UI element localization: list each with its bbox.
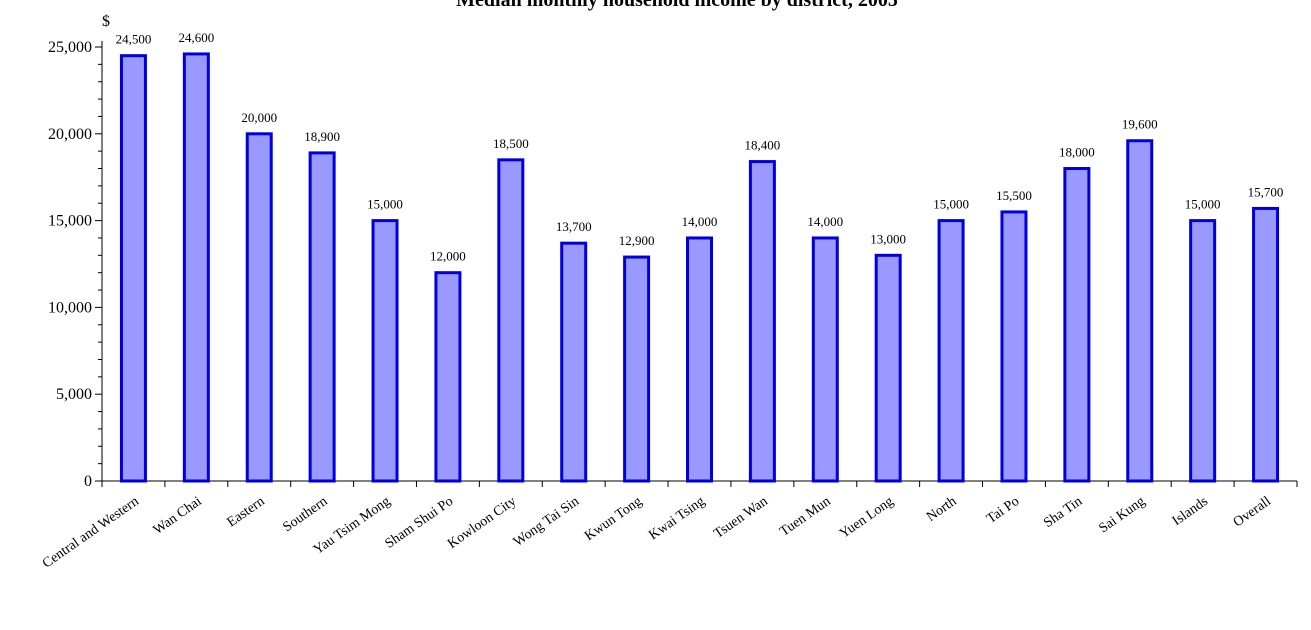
bar: [811, 236, 839, 483]
value-label: 18,500: [493, 136, 529, 151]
x-tick-label: Kwun Tong: [582, 494, 645, 544]
x-tick-label: Islands: [1170, 494, 1211, 529]
x-tick-label: Tsuen Wan: [711, 494, 770, 542]
x-tick-label: Wan Chai: [151, 494, 205, 538]
bar: [182, 52, 210, 483]
x-tick-label: Yuen Long: [837, 494, 896, 542]
value-label: 12,000: [430, 249, 466, 264]
y-tick-label: 15,000: [48, 213, 92, 230]
y-tick-label: 20,000: [48, 126, 92, 143]
value-label: 24,500: [116, 32, 152, 47]
value-label: 20,000: [241, 110, 277, 125]
bars-group: [119, 52, 1280, 483]
value-label: 13,000: [870, 231, 906, 246]
bar: [1063, 167, 1091, 483]
y-tick-label: 5,000: [56, 386, 92, 403]
bar: [748, 160, 776, 483]
value-label: 12,900: [619, 233, 655, 248]
x-tick-label: Sha Tin: [1041, 494, 1085, 531]
bar: [623, 255, 651, 483]
bar: [497, 158, 525, 483]
chart-title: Median monthly household income by distr…: [456, 0, 898, 11]
x-tick-label: North: [924, 494, 959, 525]
bar: [1252, 206, 1280, 483]
bar: [308, 151, 336, 483]
x-tick-label: Southern: [280, 494, 330, 535]
value-label: 13,700: [556, 219, 592, 234]
value-label: 14,000: [682, 214, 718, 229]
y-axis: 0 5,000 10,000 15,000 20,000 25,000: [48, 39, 103, 490]
value-label: 15,700: [1248, 184, 1284, 199]
bar: [937, 219, 965, 483]
y-tick-label: 0: [84, 473, 92, 490]
x-tick-label: Kowloon City: [445, 494, 519, 552]
bar: [371, 219, 399, 483]
bar: [1000, 210, 1028, 483]
x-tick-label: Tuen Mun: [777, 494, 833, 540]
value-label: 18,400: [745, 138, 781, 153]
y-axis-unit-label: $: [102, 13, 110, 30]
value-label: 15,000: [367, 197, 403, 212]
value-label: 15,500: [996, 188, 1032, 203]
x-tick-label: Central and Western: [40, 494, 142, 572]
value-label: 18,000: [1059, 145, 1095, 160]
x-tick-label: Eastern: [225, 494, 268, 530]
x-tick-labels-group: Central and Western Wan Chai Eastern Southe…: [40, 494, 1274, 572]
bar: [874, 253, 902, 483]
y-tick-label: 10,000: [48, 299, 92, 316]
value-label: 14,000: [807, 214, 843, 229]
bar: [245, 132, 273, 483]
bar: [1189, 219, 1217, 483]
x-tick-label: Kwai Tsing: [646, 494, 707, 543]
y-tick-label: 25,000: [48, 39, 92, 56]
x-tick-label: Sai Kung: [1096, 494, 1148, 536]
x-tick-label: Overall: [1231, 494, 1274, 530]
value-label: 24,600: [178, 30, 214, 45]
bar: [560, 241, 588, 483]
value-label: 15,000: [933, 197, 969, 212]
x-tick-label: Tai Po: [984, 494, 1022, 527]
value-label: 19,600: [1122, 117, 1158, 132]
bar: [686, 236, 713, 483]
bar: [1126, 139, 1154, 483]
value-label: 15,000: [1185, 197, 1221, 212]
x-tick-label: Sham Shui Po: [383, 494, 457, 552]
value-label: 18,900: [304, 129, 340, 144]
x-tick-label: Wong Tai Sin: [511, 494, 582, 550]
value-labels-group: 24,500 24,600 20,000 18,900 15,000 12,000 18,5…: [116, 30, 1284, 264]
bar: [434, 271, 462, 483]
bar: [119, 54, 147, 483]
